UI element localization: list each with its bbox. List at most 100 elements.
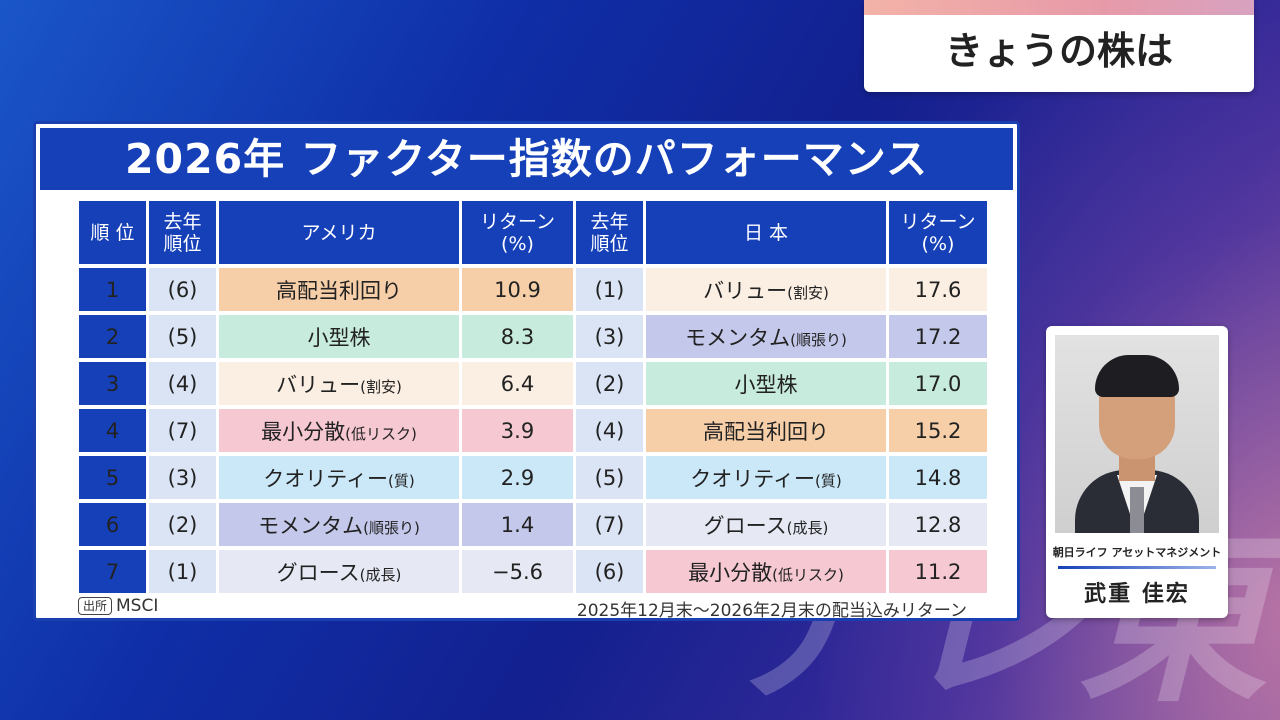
- jp-return-cell-text: 17.0: [914, 371, 962, 396]
- jp-prev-rank-cell-text: (4): [594, 418, 625, 443]
- us-factor-cell-subtext: (割安): [360, 377, 402, 396]
- rank-cell-text: 4: [105, 418, 120, 443]
- header-usa: アメリカ: [219, 201, 459, 264]
- us-factor-cell: バリュー(割安): [219, 362, 459, 405]
- us-factor-cell-text: グロース: [276, 560, 360, 585]
- jp-return-cell-text: 11.2: [914, 559, 962, 584]
- us-factor-cell-text: 小型株: [307, 325, 371, 350]
- us-factor-cell-text: 高配当利回り: [276, 278, 402, 303]
- us-factor-cell-text: バリュー: [276, 372, 361, 397]
- jp-return-cell: 17.2: [889, 315, 987, 358]
- header-jp-prev-rank: 去年 順位: [576, 201, 643, 264]
- jp-factor-cell-text: バリュー: [703, 278, 788, 303]
- jp-factor-cell-subtext: (質): [815, 471, 842, 490]
- us-factor-cell-subtext: (順張り): [363, 518, 420, 537]
- jp-prev-rank-cell: (1): [576, 268, 643, 311]
- us-return-cell-text: 3.9: [500, 418, 535, 443]
- jp-factor-cell: 最小分散(低リスク): [646, 550, 886, 593]
- jp-prev-rank-cell-text: (6): [594, 559, 625, 584]
- jp-return-cell-text: 17.2: [914, 324, 962, 349]
- jp-prev-rank-cell-text: (7): [594, 512, 625, 537]
- jp-prev-rank-cell: (7): [576, 503, 643, 546]
- us-return-cell: −5.6: [462, 550, 573, 593]
- header-rank: 順 位: [79, 201, 146, 264]
- rank-cell: 2: [79, 315, 146, 358]
- rank-cell: 7: [79, 550, 146, 593]
- us-return-cell: 8.3: [462, 315, 573, 358]
- jp-return-cell-text: 17.6: [914, 277, 962, 302]
- us-prev-rank-cell-text: (3): [167, 465, 198, 490]
- footnote: 2025年12月末〜2026年2月末の配当込みリターン: [576, 601, 967, 621]
- jp-factor-cell: グロース(成長): [646, 503, 886, 546]
- jp-prev-rank-cell: (5): [576, 456, 643, 499]
- panel-title: 2026年 ファクター指数のパフォーマンス: [40, 128, 1013, 190]
- us-factor-cell-subtext: (成長): [359, 565, 402, 584]
- jp-factor-cell-text: グロース: [703, 513, 787, 538]
- jp-prev-rank-cell: (3): [576, 315, 643, 358]
- us-factor-cell: 最小分散(低リスク): [219, 409, 459, 452]
- jp-prev-rank-cell: (4): [576, 409, 643, 452]
- rank-cell-text: 5: [105, 465, 120, 490]
- us-factor-cell: クオリティー(質): [219, 456, 459, 499]
- table-header-row: 順 位 去年 順位 アメリカ リターン (%) 去年 順位 日 本 リターン (…: [79, 201, 987, 264]
- jp-return-cell: 17.0: [889, 362, 987, 405]
- guest-photo: [1055, 335, 1219, 533]
- jp-prev-rank-cell: (6): [576, 550, 643, 593]
- jp-return-cell-text: 12.8: [914, 512, 962, 537]
- us-prev-rank-cell: (2): [149, 503, 216, 546]
- card-divider: [1058, 566, 1216, 569]
- rank-cell: 6: [79, 503, 146, 546]
- jp-factor-cell-text: 最小分散: [688, 560, 773, 585]
- us-factor-cell-text: クオリティー: [263, 466, 389, 491]
- us-prev-rank-cell-text: (6): [167, 277, 198, 302]
- program-tag-strip: [864, 0, 1254, 15]
- jp-factor-cell: 高配当利回り: [646, 409, 886, 452]
- source-note: 出所 MSCI: [78, 596, 158, 616]
- us-return-cell-text: 10.9: [494, 277, 541, 302]
- us-factor-cell: 小型株: [219, 315, 459, 358]
- us-factor-cell-subtext: (質): [388, 471, 415, 490]
- jp-factor-cell-text: 小型株: [734, 372, 798, 397]
- us-prev-rank-cell: (1): [149, 550, 216, 593]
- jp-factor-cell-text: クオリティー: [690, 466, 816, 491]
- source-value: MSCI: [116, 596, 159, 616]
- jp-factor-cell-subtext: (順張り): [790, 330, 847, 349]
- factor-table: 順 位 去年 順位 アメリカ リターン (%) 去年 順位 日 本 リターン (…: [76, 197, 990, 597]
- jp-prev-rank-cell-text: (3): [594, 324, 625, 349]
- us-return-cell: 6.4: [462, 362, 573, 405]
- header-japan: 日 本: [646, 201, 886, 264]
- photo-hair: [1095, 355, 1179, 397]
- us-return-cell: 1.4: [462, 503, 573, 546]
- jp-prev-rank-cell-text: (2): [594, 371, 625, 396]
- us-prev-rank-cell-text: (2): [167, 512, 198, 537]
- header-us-prev-rank: 去年 順位: [149, 201, 216, 264]
- header-us-return: リターン (%): [462, 201, 573, 264]
- us-return-cell: 2.9: [462, 456, 573, 499]
- us-prev-rank-cell: (6): [149, 268, 216, 311]
- us-prev-rank-cell: (3): [149, 456, 216, 499]
- us-return-cell: 10.9: [462, 268, 573, 311]
- photo-tie: [1130, 487, 1144, 533]
- guest-company: 朝日ライフ アセットマネジメント: [1052, 546, 1222, 559]
- rank-cell-text: 6: [105, 512, 120, 537]
- table-row: 7 (1) グロース(成長) −5.6 (6) 最小分散(低リスク) 11.2: [79, 550, 987, 593]
- factor-panel: 2026年 ファクター指数のパフォーマンス 順 位 去年 順位 アメリカ リター…: [33, 121, 1020, 621]
- jp-factor-cell-subtext: (成長): [786, 518, 829, 537]
- jp-factor-cell: 小型株: [646, 362, 886, 405]
- jp-return-cell: 14.8: [889, 456, 987, 499]
- program-tag-label: きょうの株は: [944, 29, 1173, 73]
- jp-prev-rank-cell-text: (5): [594, 465, 625, 490]
- us-prev-rank-cell-text: (5): [167, 324, 198, 349]
- us-prev-rank-cell: (5): [149, 315, 216, 358]
- table-row: 5 (3) クオリティー(質) 2.9 (5) クオリティー(質) 14.8: [79, 456, 987, 499]
- jp-return-cell-text: 15.2: [914, 418, 962, 443]
- us-factor-cell-text: モメンタム: [258, 513, 364, 538]
- us-factor-cell: モメンタム(順張り): [219, 503, 459, 546]
- jp-return-cell: 15.2: [889, 409, 987, 452]
- program-tag: きょうの株は: [864, 0, 1254, 92]
- table-body: 1 (6) 高配当利回り 10.9 (1) バリュー(割安) 17.6 2 (5) 小型株 8.3(…: [79, 268, 987, 593]
- jp-prev-rank-cell-text: (1): [594, 277, 625, 302]
- table-row: 3 (4) バリュー(割安) 6.4 (2) 小型株 17.0: [79, 362, 987, 405]
- jp-return-cell: 12.8: [889, 503, 987, 546]
- jp-factor-cell-subtext: (低リスク): [772, 565, 844, 584]
